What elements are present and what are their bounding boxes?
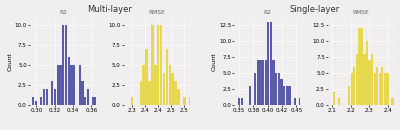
Text: Multi-layer: Multi-layer (87, 5, 132, 14)
Bar (356, 54, 358, 105)
Text: Single-layer: Single-layer (289, 5, 339, 14)
Bar (43, 89, 45, 105)
Bar (51, 81, 54, 105)
Bar (272, 60, 275, 105)
Bar (363, 54, 366, 105)
Y-axis label: Count: Count (212, 52, 217, 71)
Bar (379, 73, 381, 105)
Bar (238, 98, 240, 105)
Bar (168, 65, 171, 105)
Bar (278, 73, 280, 105)
Bar (172, 73, 174, 105)
Bar (267, 22, 270, 105)
Bar (59, 65, 62, 105)
Text: RMSE: RMSE (148, 10, 165, 15)
Bar (361, 28, 363, 105)
Bar (348, 86, 350, 105)
Bar (376, 67, 378, 105)
Bar (270, 22, 272, 105)
Bar (160, 25, 162, 105)
Bar (174, 81, 177, 105)
Bar (151, 25, 154, 105)
Text: R2: R2 (59, 10, 67, 15)
Bar (34, 101, 37, 105)
Y-axis label: Count: Count (8, 52, 12, 71)
Bar (131, 97, 133, 105)
Text: RMSE: RMSE (353, 10, 369, 15)
Bar (262, 60, 264, 105)
Bar (140, 81, 142, 105)
Bar (391, 98, 394, 105)
Bar (32, 97, 34, 105)
Bar (366, 41, 368, 105)
Bar (87, 89, 89, 105)
Bar (68, 57, 70, 105)
Bar (294, 98, 296, 105)
Bar (95, 97, 98, 105)
Text: R2: R2 (263, 10, 271, 15)
Bar (54, 89, 56, 105)
Bar (70, 65, 73, 105)
Bar (154, 65, 156, 105)
Bar (381, 67, 384, 105)
Bar (142, 65, 145, 105)
Bar (254, 73, 256, 105)
Bar (264, 60, 267, 105)
Bar (56, 65, 59, 105)
Bar (183, 97, 186, 105)
Bar (249, 86, 251, 105)
Bar (73, 65, 76, 105)
Bar (280, 79, 283, 105)
Bar (241, 98, 243, 105)
Bar (81, 81, 84, 105)
Bar (371, 54, 373, 105)
Bar (368, 60, 371, 105)
Bar (189, 97, 192, 105)
Bar (374, 73, 376, 105)
Bar (286, 86, 288, 105)
Bar (275, 73, 278, 105)
Bar (333, 92, 335, 105)
Bar (257, 60, 259, 105)
Bar (384, 73, 386, 105)
Bar (259, 60, 262, 105)
Bar (353, 67, 356, 105)
Bar (338, 98, 340, 105)
Bar (166, 49, 168, 105)
Bar (65, 25, 67, 105)
Bar (84, 97, 86, 105)
Bar (78, 65, 81, 105)
Bar (148, 81, 151, 105)
Bar (145, 49, 148, 105)
Bar (299, 98, 301, 105)
Bar (163, 73, 165, 105)
Bar (386, 73, 388, 105)
Bar (92, 97, 95, 105)
Bar (351, 73, 353, 105)
Bar (177, 89, 180, 105)
Bar (62, 25, 64, 105)
Bar (283, 86, 285, 105)
Bar (396, 98, 399, 105)
Bar (46, 89, 48, 105)
Bar (157, 25, 160, 105)
Bar (288, 86, 290, 105)
Bar (358, 28, 360, 105)
Bar (40, 97, 42, 105)
